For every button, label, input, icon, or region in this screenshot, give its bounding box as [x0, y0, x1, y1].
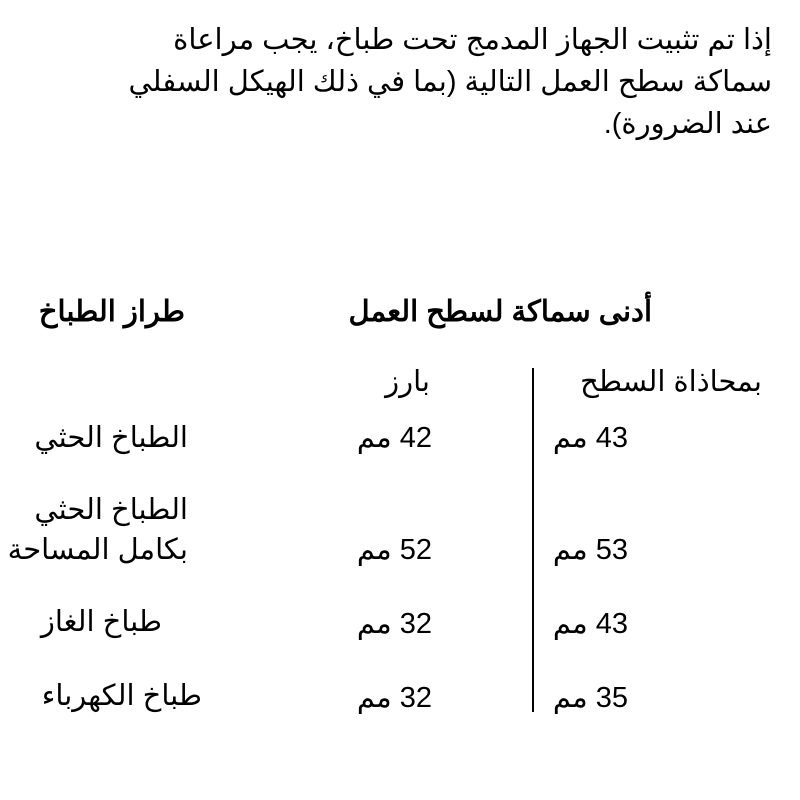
- intro-line: سماكة سطح العمل التالية (بما في ذلك الهي…: [128, 66, 773, 98]
- model-cell: طباخ الكهرباء: [41, 680, 202, 712]
- model-cell: الطباخ الحثي: [34, 494, 188, 526]
- subheader-flush: بمحاذاة السطح: [580, 366, 762, 398]
- flush-cell: 43 مم: [552, 608, 628, 640]
- raised-cell: 32 مم: [356, 682, 432, 714]
- subheader-raised: بارز: [385, 366, 430, 398]
- raised-cell: 52 مم: [356, 534, 432, 566]
- model-cell: طباخ الغاز: [40, 606, 162, 638]
- intro-line: عند الضرورة).: [603, 108, 772, 140]
- header-model: طراز الطباخ: [38, 296, 185, 328]
- raised-cell: 42 مم: [356, 422, 432, 454]
- intro-line: إذا تم تثبيت الجهاز المدمج تحت طباخ، يجب…: [173, 24, 772, 56]
- column-divider: [532, 368, 534, 712]
- raised-cell: 32 مم: [356, 608, 432, 640]
- flush-cell: 53 مم: [552, 534, 628, 566]
- model-cell: الطباخ الحثي: [34, 422, 188, 454]
- header-thickness: أدنى سماكة لسطح العمل: [348, 296, 652, 328]
- flush-cell: 43 مم: [552, 422, 628, 454]
- model-cell: بكامل المساحة: [7, 534, 188, 566]
- flush-cell: 35 مم: [552, 682, 628, 714]
